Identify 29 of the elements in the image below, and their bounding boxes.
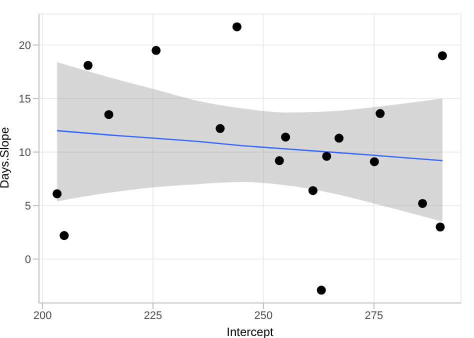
point <box>60 231 69 240</box>
point <box>232 22 242 32</box>
point <box>322 152 332 161</box>
line-series <box>56 130 444 162</box>
y-tick-label: 10 <box>18 146 31 159</box>
point <box>308 186 318 196</box>
y-tick-label: 15 <box>18 93 31 106</box>
point <box>334 134 344 143</box>
point <box>436 222 445 232</box>
point <box>376 109 385 118</box>
point <box>370 157 379 166</box>
point <box>104 110 114 120</box>
point <box>84 60 93 70</box>
y-tick-label: 0 <box>24 254 31 266</box>
x-tick-label: 225 <box>144 310 162 322</box>
y-tick-label: 5 <box>24 200 31 212</box>
point <box>438 51 447 60</box>
point <box>418 198 428 208</box>
point <box>216 124 225 134</box>
y-axis-title: Days.Slope <box>0 126 12 188</box>
point <box>316 286 326 295</box>
y-tick-label: 20 <box>18 40 31 52</box>
x-tick-label: 250 <box>254 310 273 322</box>
point <box>274 156 284 166</box>
point <box>152 46 161 55</box>
x-tick-label: 275 <box>364 310 384 322</box>
point <box>281 132 290 142</box>
x-tick-label: 200 <box>33 310 52 322</box>
point <box>52 189 62 198</box>
